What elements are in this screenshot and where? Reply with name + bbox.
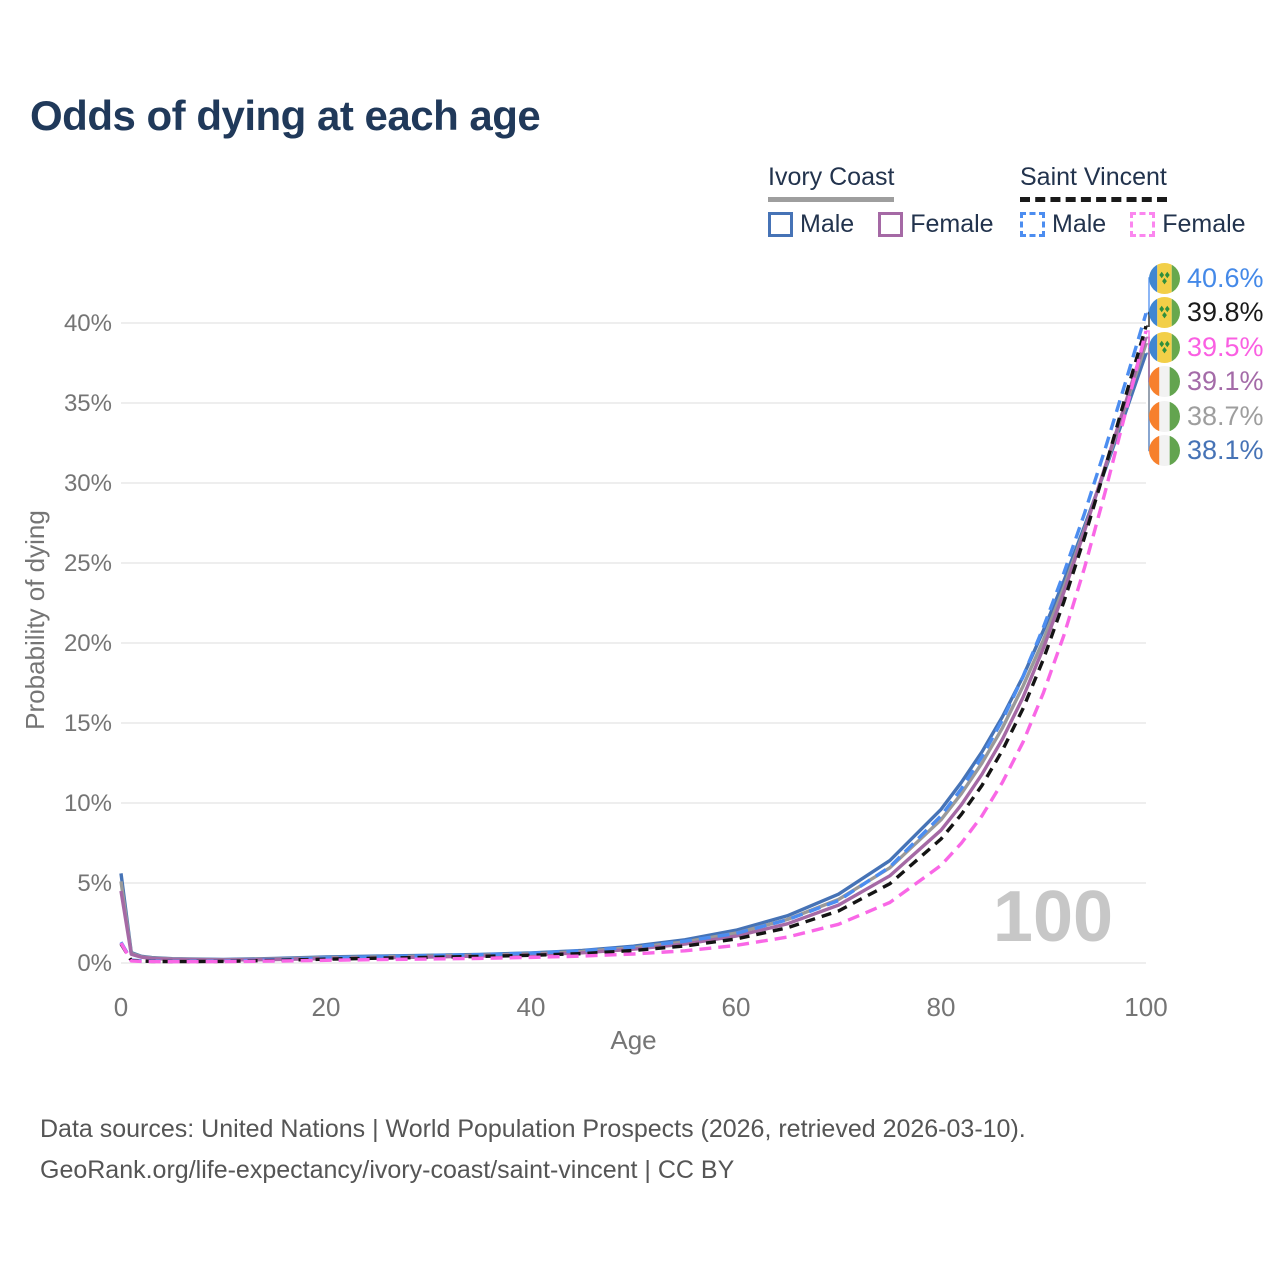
x-tick-label: 0 (114, 992, 128, 1022)
legend-items-ivory-coast: Male Female (768, 210, 994, 239)
y-tick-label: 10% (64, 790, 112, 817)
y-tick-label: 25% (64, 550, 112, 577)
y-tick-label: 40% (64, 310, 112, 337)
y-tick-label: 5% (77, 870, 112, 897)
legend-group-ivory-coast: Ivory Coast Male Female (768, 163, 994, 239)
series-line-ivory-coast-female[interactable] (119, 336, 1148, 962)
y-tick-label: 20% (64, 630, 112, 657)
leader-line-saint-vincent-combined (1146, 311, 1157, 327)
line-swatch-icon (1130, 212, 1156, 237)
legend-group-saint-vincent: Saint Vincent Male Female (1020, 163, 1246, 239)
y-tick-label: 30% (64, 470, 112, 497)
line-swatch-icon (878, 212, 904, 237)
legend-item-label: Male (1052, 210, 1107, 238)
footer-attribution: GeoRank.org/life-expectancy/ivory-coast/… (40, 1156, 735, 1184)
hover-age-watermark: 100 (993, 877, 1113, 957)
line-swatch-icon (768, 212, 793, 237)
y-axis-title: Probability of dying (20, 510, 50, 730)
page-title: Odds of dying at each age (30, 92, 541, 139)
x-tick-label: 20 (312, 992, 341, 1022)
leader-line-ivory-coast-combined (1146, 343, 1157, 417)
leader-line-saint-vincent-female (1146, 330, 1157, 348)
legend-item-label: Female (910, 210, 994, 238)
leader-line-saint-vincent-male (1146, 277, 1157, 315)
legend-item-ivory-coast-male[interactable]: Male (768, 210, 854, 239)
x-tick-label: 80 (927, 992, 956, 1022)
x-axis-title: Age (610, 1025, 656, 1055)
legend-title-ivory-coast: Ivory Coast (768, 163, 895, 202)
x-tick-label: 60 (722, 992, 751, 1022)
footer-sources: Data sources: United Nations | World Pop… (40, 1115, 1026, 1143)
y-tick-label: 15% (64, 710, 112, 737)
y-tick-label: 35% (64, 390, 112, 417)
x-tick-label: 40 (517, 992, 546, 1022)
series-line-ivory-coast-combined[interactable] (119, 343, 1148, 962)
legend-item-label: Female (1162, 210, 1246, 238)
legend-item-label: Male (800, 210, 855, 238)
leader-line-ivory-coast-male (1146, 352, 1157, 452)
legend-item-ivory-coast-female[interactable]: Female (878, 210, 994, 239)
legend-item-saint-vincent-female[interactable]: Female (1130, 210, 1246, 239)
legend-items-saint-vincent: Male Female (1020, 210, 1246, 239)
series-line-saint-vincent-combined[interactable] (119, 325, 1148, 964)
y-tick-label: 0% (77, 950, 112, 977)
legend-item-saint-vincent-male[interactable]: Male (1020, 210, 1106, 239)
x-tick-label: 100 (1124, 992, 1167, 1022)
series-line-ivory-coast-male[interactable] (119, 352, 1148, 962)
footer: Data sources: United Nations | World Pop… (40, 1109, 1026, 1191)
series-line-saint-vincent-female[interactable] (119, 330, 1148, 964)
legend-title-saint-vincent: Saint Vincent (1020, 163, 1167, 202)
series-line-saint-vincent-male[interactable] (119, 312, 1148, 964)
line-swatch-icon (1020, 212, 1045, 237)
